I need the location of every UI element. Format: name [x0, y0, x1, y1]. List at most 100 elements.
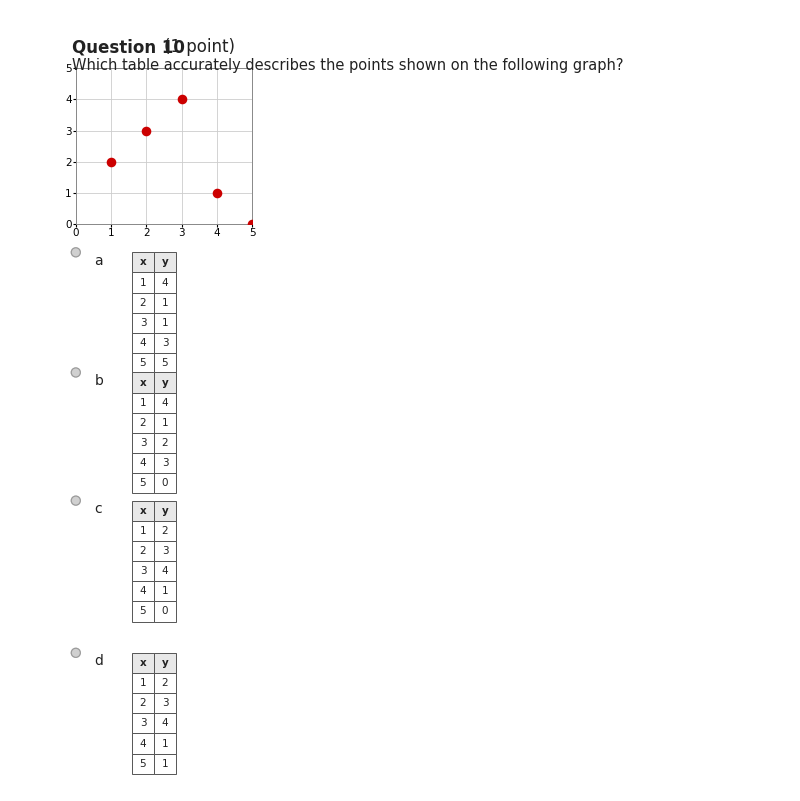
- FancyBboxPatch shape: [132, 473, 154, 493]
- Text: 1: 1: [162, 586, 168, 596]
- FancyBboxPatch shape: [132, 501, 154, 521]
- FancyBboxPatch shape: [132, 541, 154, 561]
- FancyBboxPatch shape: [154, 653, 176, 673]
- Text: Which table accurately describes the points shown on the following graph?: Which table accurately describes the poi…: [72, 58, 623, 73]
- Text: 2: 2: [140, 418, 146, 428]
- FancyBboxPatch shape: [154, 673, 176, 693]
- FancyBboxPatch shape: [154, 333, 176, 353]
- Text: 4: 4: [162, 566, 168, 576]
- Text: 5: 5: [140, 759, 146, 769]
- Text: 4: 4: [140, 739, 146, 748]
- Text: 2: 2: [162, 526, 168, 536]
- FancyBboxPatch shape: [132, 372, 154, 392]
- Text: 5: 5: [140, 606, 146, 617]
- Text: x: x: [140, 377, 146, 388]
- FancyBboxPatch shape: [154, 693, 176, 714]
- Text: 3: 3: [140, 318, 146, 328]
- Text: 1: 1: [162, 418, 168, 428]
- Text: 1: 1: [140, 278, 146, 288]
- Text: 2: 2: [162, 678, 168, 688]
- Text: 1: 1: [140, 398, 146, 408]
- Text: 3: 3: [162, 698, 168, 708]
- FancyBboxPatch shape: [154, 714, 176, 734]
- Point: [105, 155, 118, 168]
- FancyBboxPatch shape: [154, 561, 176, 582]
- FancyBboxPatch shape: [132, 272, 154, 292]
- Text: 4: 4: [162, 278, 168, 288]
- Circle shape: [71, 648, 80, 658]
- Text: d: d: [94, 654, 103, 668]
- Text: 3: 3: [140, 566, 146, 576]
- Text: 1: 1: [162, 318, 168, 328]
- FancyBboxPatch shape: [132, 754, 154, 774]
- FancyBboxPatch shape: [132, 453, 154, 473]
- Text: 5: 5: [140, 478, 146, 489]
- Text: 1: 1: [162, 298, 168, 308]
- FancyBboxPatch shape: [154, 734, 176, 754]
- Text: 3: 3: [162, 338, 168, 348]
- FancyBboxPatch shape: [132, 673, 154, 693]
- Text: 2: 2: [162, 438, 168, 448]
- FancyBboxPatch shape: [154, 521, 176, 541]
- FancyBboxPatch shape: [154, 413, 176, 433]
- Text: 4: 4: [140, 338, 146, 348]
- Text: b: b: [94, 374, 103, 388]
- Text: x: x: [140, 658, 146, 668]
- FancyBboxPatch shape: [132, 602, 154, 622]
- FancyBboxPatch shape: [154, 353, 176, 373]
- FancyBboxPatch shape: [154, 453, 176, 473]
- FancyBboxPatch shape: [154, 433, 176, 453]
- FancyBboxPatch shape: [132, 252, 154, 272]
- Text: 4: 4: [162, 398, 168, 408]
- FancyBboxPatch shape: [132, 734, 154, 754]
- Text: 4: 4: [162, 718, 168, 728]
- Text: 1: 1: [162, 759, 168, 769]
- Text: c: c: [94, 502, 102, 516]
- Text: 1: 1: [140, 526, 146, 536]
- FancyBboxPatch shape: [132, 433, 154, 453]
- Text: 5: 5: [162, 358, 168, 368]
- FancyBboxPatch shape: [154, 501, 176, 521]
- FancyBboxPatch shape: [132, 413, 154, 433]
- Circle shape: [71, 248, 80, 257]
- Text: 3: 3: [140, 718, 146, 728]
- FancyBboxPatch shape: [132, 561, 154, 582]
- Point: [246, 218, 258, 231]
- FancyBboxPatch shape: [154, 292, 176, 312]
- FancyBboxPatch shape: [154, 473, 176, 493]
- Text: 2: 2: [140, 298, 146, 308]
- FancyBboxPatch shape: [132, 392, 154, 413]
- FancyBboxPatch shape: [154, 392, 176, 413]
- Text: y: y: [162, 377, 168, 388]
- Text: 1: 1: [162, 739, 168, 748]
- Text: 1: 1: [140, 678, 146, 688]
- FancyBboxPatch shape: [132, 521, 154, 541]
- Text: 4: 4: [140, 458, 146, 468]
- Point: [140, 124, 153, 137]
- Text: 0: 0: [162, 606, 168, 617]
- FancyBboxPatch shape: [154, 272, 176, 292]
- Text: 3: 3: [140, 438, 146, 448]
- Text: 0: 0: [162, 478, 168, 489]
- Text: y: y: [162, 505, 168, 516]
- FancyBboxPatch shape: [132, 333, 154, 353]
- Text: x: x: [140, 257, 146, 268]
- Text: y: y: [162, 257, 168, 268]
- Point: [175, 93, 188, 106]
- Text: x: x: [140, 505, 146, 516]
- Text: 3: 3: [162, 458, 168, 468]
- FancyBboxPatch shape: [132, 353, 154, 373]
- Circle shape: [71, 368, 80, 377]
- FancyBboxPatch shape: [132, 693, 154, 714]
- FancyBboxPatch shape: [132, 312, 154, 333]
- Text: a: a: [94, 254, 103, 268]
- Text: Question 10: Question 10: [72, 38, 185, 56]
- Circle shape: [71, 496, 80, 505]
- Text: y: y: [162, 658, 168, 668]
- Text: 3: 3: [162, 546, 168, 556]
- FancyBboxPatch shape: [154, 372, 176, 392]
- Text: 2: 2: [140, 546, 146, 556]
- FancyBboxPatch shape: [132, 653, 154, 673]
- Text: 2: 2: [140, 698, 146, 708]
- Point: [210, 187, 223, 199]
